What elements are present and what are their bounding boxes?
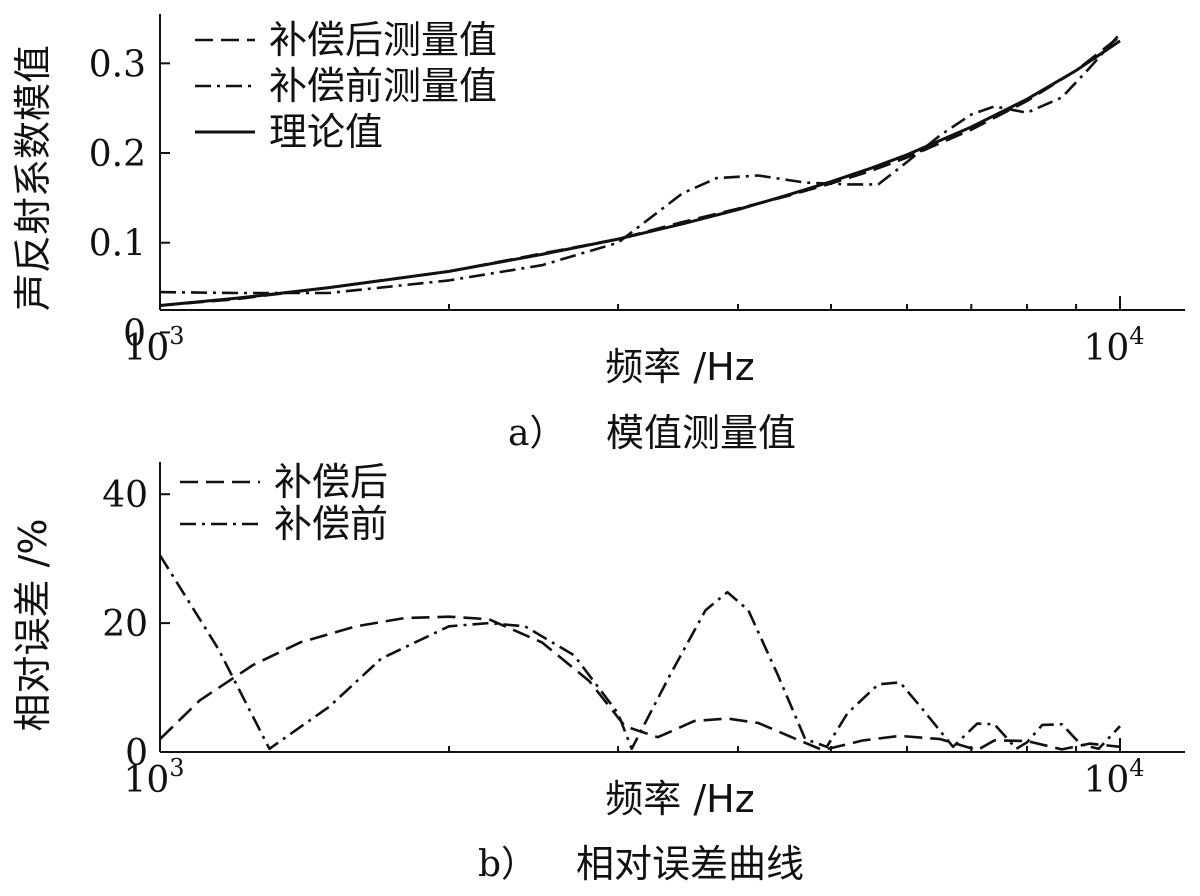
panel-a-y-tick-label: 0.1: [89, 224, 146, 265]
panel-b-series-after-compensation-line: [159, 615, 1121, 752]
panel-a-series-theory-line: [159, 39, 1121, 307]
panel-b-caption-label: b）: [478, 844, 537, 885]
panel-a-y-axis-label: 声反射系数模值: [11, 45, 55, 311]
panel-a-y-tick-label: 0.2: [89, 134, 146, 175]
panel-a-y-tick-label: 0.3: [89, 44, 146, 85]
panel-a-x-tick-label: 103: [123, 322, 184, 369]
panel-b-y-tick-label: 40: [102, 475, 148, 516]
panel-a-caption-label: a）: [508, 413, 565, 454]
panel-a-x-tick-label: 104: [1083, 322, 1144, 369]
panel-a-caption-title: 模值测量值: [606, 411, 796, 455]
panel-b-y-tick-label: 20: [102, 604, 148, 645]
panel-a-x-axis-label: 频率 /Hz: [605, 345, 754, 389]
panel-a-legend-label: 补偿后测量值: [269, 18, 497, 62]
panel-a-legend-label: 理论值: [269, 110, 383, 154]
panel-b-legend-label: 补偿前: [274, 502, 388, 546]
panel-b-caption-title: 相对误差曲线: [576, 842, 804, 886]
panel-b-legend-label: 补偿后: [274, 460, 388, 504]
panel-b-series-before-compensation-line: [158, 554, 1121, 751]
panel-b-x-tick-label: 104: [1083, 754, 1144, 801]
panel-b-y-axis-label: 相对误差 /%: [11, 519, 55, 732]
panel-a-y-tick-label: 0: [123, 313, 146, 354]
panel-b-x-tick-label: 103: [123, 754, 184, 801]
panel-b-x-axis-label: 频率 /Hz: [605, 777, 754, 821]
panel-a-legend-label: 补偿前测量值: [269, 64, 497, 108]
panel-b-y-tick-label: 0: [125, 733, 148, 774]
